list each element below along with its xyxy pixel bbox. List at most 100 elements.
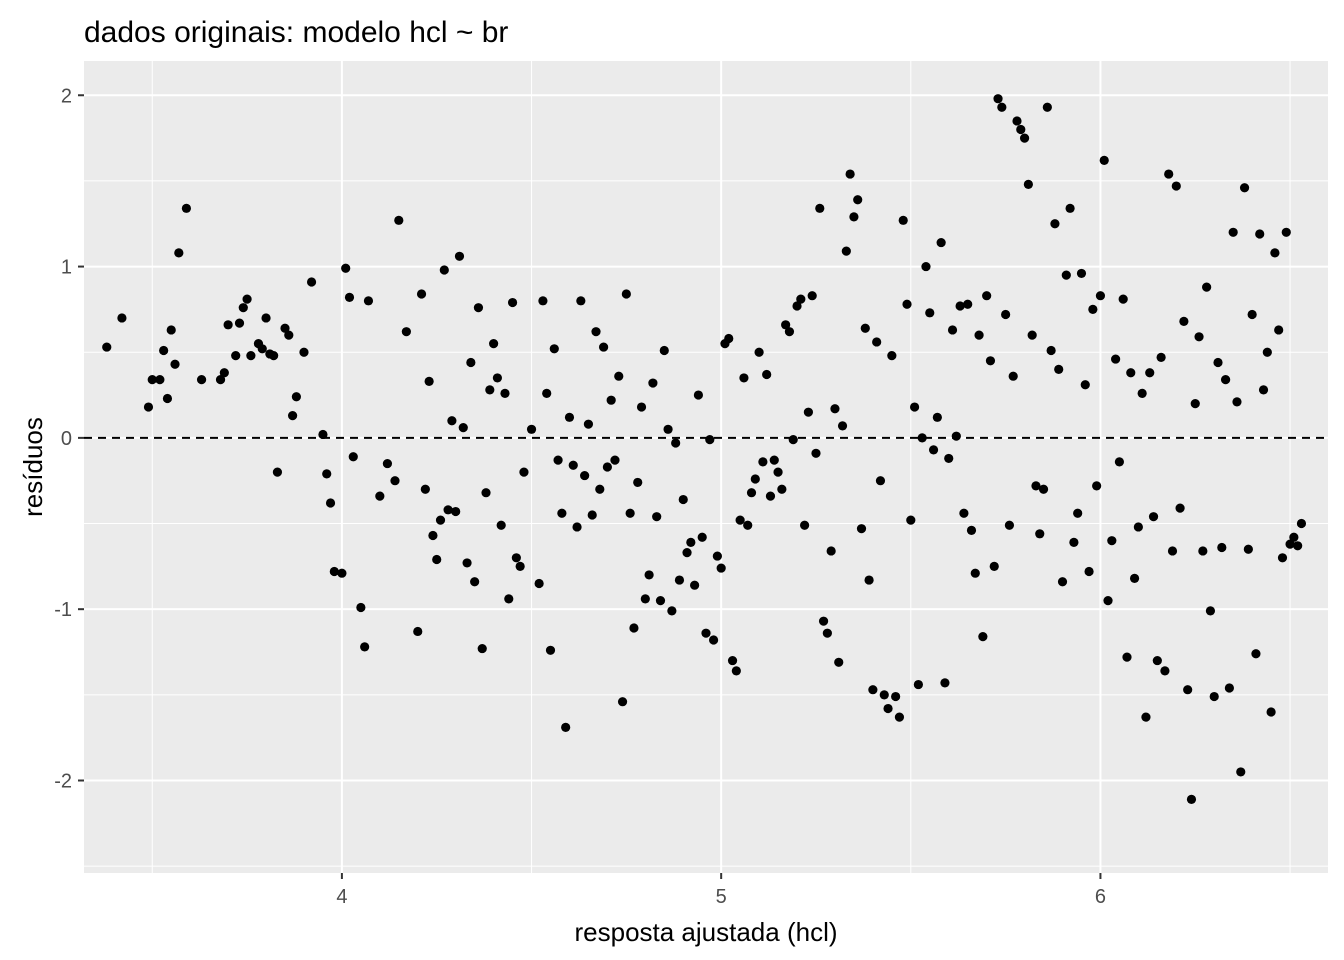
data-point [1224,683,1234,693]
data-point [629,623,639,633]
data-point [401,327,411,337]
data-point [705,434,715,445]
data-point [1095,291,1106,301]
data-point [564,412,575,422]
data-point [872,337,882,347]
data-point [777,484,787,494]
data-point [1258,385,1269,395]
data-point [1228,227,1238,237]
data-point [1270,248,1280,258]
data-point [731,666,741,676]
data-point [997,102,1007,112]
data-point [348,452,358,462]
data-point [147,375,157,385]
data-point [1190,399,1200,409]
data-point [993,94,1003,104]
data-point [739,373,749,383]
data-point [1236,767,1246,777]
data-point [1042,102,1052,112]
data-point [693,390,704,400]
data-point [432,554,442,565]
data-point [1277,553,1288,563]
data-point [287,411,298,421]
data-point [291,392,301,402]
data-point [1171,181,1181,191]
data-point [504,594,514,604]
data-point [451,506,461,517]
data-point [1016,124,1026,135]
data-point [257,344,267,354]
plot-panel [84,61,1328,873]
data-point [1122,652,1132,662]
data-points [102,94,1307,804]
data-point [982,291,992,301]
data-point [1023,179,1033,189]
data-point [989,561,999,571]
data-point [1167,546,1178,556]
data-point [1217,542,1227,553]
data-point [1145,368,1155,378]
data-point [519,467,529,477]
data-point [1183,685,1193,695]
data-point [1076,268,1087,279]
data-point [557,508,567,518]
data-point [1035,529,1045,539]
data-point [515,561,525,571]
data-point [1099,155,1109,165]
data-point [708,635,719,645]
data-point [864,575,874,585]
data-point [329,566,339,577]
x-tick-label: 4 [336,886,347,908]
data-point [360,642,370,652]
data-point [837,421,848,431]
data-point [1289,532,1299,542]
data-point [644,570,654,580]
data-point [1293,541,1303,551]
data-point [701,628,711,638]
data-point [322,469,332,479]
x-tick-label: 5 [716,886,727,908]
data-point [898,215,908,225]
data-point [507,297,518,308]
data-point [280,323,290,333]
data-point [375,491,385,501]
data-point [466,357,476,368]
data-point [807,291,817,301]
data-point [906,515,916,525]
data-point [1027,330,1037,340]
y-tick-label: 1 [61,257,72,279]
data-point [1092,481,1102,491]
y-tick-label: 0 [61,428,72,450]
data-point [936,237,946,248]
data-point [1160,666,1170,676]
data-point [784,327,795,337]
data-point [902,299,912,309]
data-point [1232,397,1242,407]
data-point [1247,309,1257,320]
data-point [553,455,563,465]
data-point [458,422,468,433]
data-point [1274,325,1284,335]
data-point [1281,227,1291,237]
data-point [413,626,423,637]
data-point [735,515,745,525]
data-point [549,344,559,354]
data-point [856,524,867,534]
data-point [337,568,347,578]
data-point [883,703,893,714]
data-point [663,424,673,434]
data-point [917,433,927,443]
x-axis-title: resposta ajustada (hcl) [574,917,837,947]
data-point [500,388,510,398]
data-point [818,616,829,626]
data-point [853,195,863,205]
data-point [166,325,176,335]
data-point [538,296,548,306]
data-point [1186,794,1197,804]
data-point [750,474,760,484]
data-point [583,419,594,429]
y-axis-ticks: -2 -1 0 1 2 [54,85,84,792]
data-point [272,467,283,477]
data-point [652,512,662,522]
data-point [610,455,620,465]
